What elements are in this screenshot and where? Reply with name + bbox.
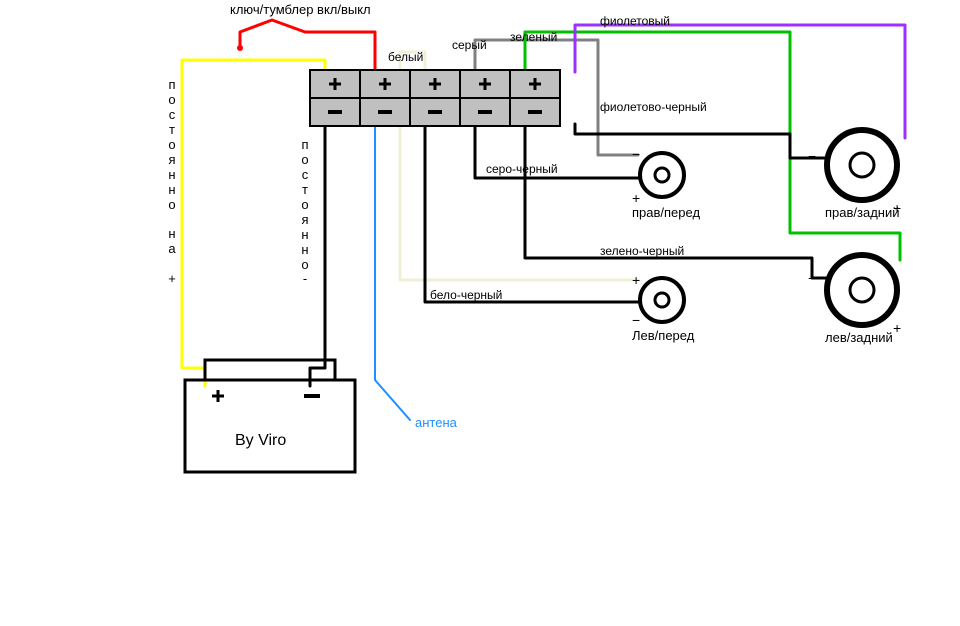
label-grey: серый: [452, 38, 487, 52]
polarity-sign: +: [632, 272, 640, 288]
label-const-plus: п о с т о я н н о н а +: [165, 78, 179, 287]
polarity-sign: −: [808, 270, 816, 286]
polarity-sign: +: [893, 320, 901, 336]
wire-black_minus: [310, 124, 325, 386]
label-const-minus: п о с т о я н н о -: [298, 138, 312, 287]
polarity-sign: −: [632, 312, 640, 328]
label-green-black: зелено-черный: [600, 244, 684, 258]
label-white: белый: [388, 50, 423, 64]
speaker-left_rear: [827, 255, 897, 325]
polarity-sign: −: [808, 148, 816, 164]
wire-red_switch: [240, 20, 375, 72]
label-violet: фиолетовый: [600, 14, 670, 28]
label-battery: By Viro: [235, 432, 286, 450]
speaker-right_rear: [827, 130, 897, 200]
speaker-right_front: [640, 153, 684, 197]
label-right-rear: прав/задний: [825, 205, 900, 220]
polarity-sign: +: [893, 200, 901, 216]
battery-body: [185, 380, 355, 472]
switch-terminal: [237, 45, 243, 51]
label-violet-black: фиолетово-черный: [600, 100, 707, 114]
battery-cap: [205, 360, 335, 380]
label-green: зеленый: [510, 30, 557, 44]
label-white-black: бело-черный: [430, 288, 502, 302]
label-left-rear: лев/задний: [825, 330, 893, 345]
wiring-diagram: [0, 0, 960, 626]
label-antenna: антена: [415, 415, 457, 430]
wire-white_neg_black: [425, 124, 638, 302]
wire-violet_pos: [575, 25, 905, 138]
label-right-front: прав/перед: [632, 205, 700, 220]
polarity-sign: −: [632, 146, 640, 162]
wire-green_pos: [525, 32, 900, 260]
label-left-front: Лев/перед: [632, 328, 694, 343]
label-grey-black: серо-черный: [486, 162, 558, 176]
speaker-left_front: [640, 278, 684, 322]
wire-antenna_blue: [375, 124, 410, 420]
polarity-sign: +: [632, 190, 640, 206]
label-switch: ключ/тумблер вкл/выкл: [230, 2, 371, 17]
